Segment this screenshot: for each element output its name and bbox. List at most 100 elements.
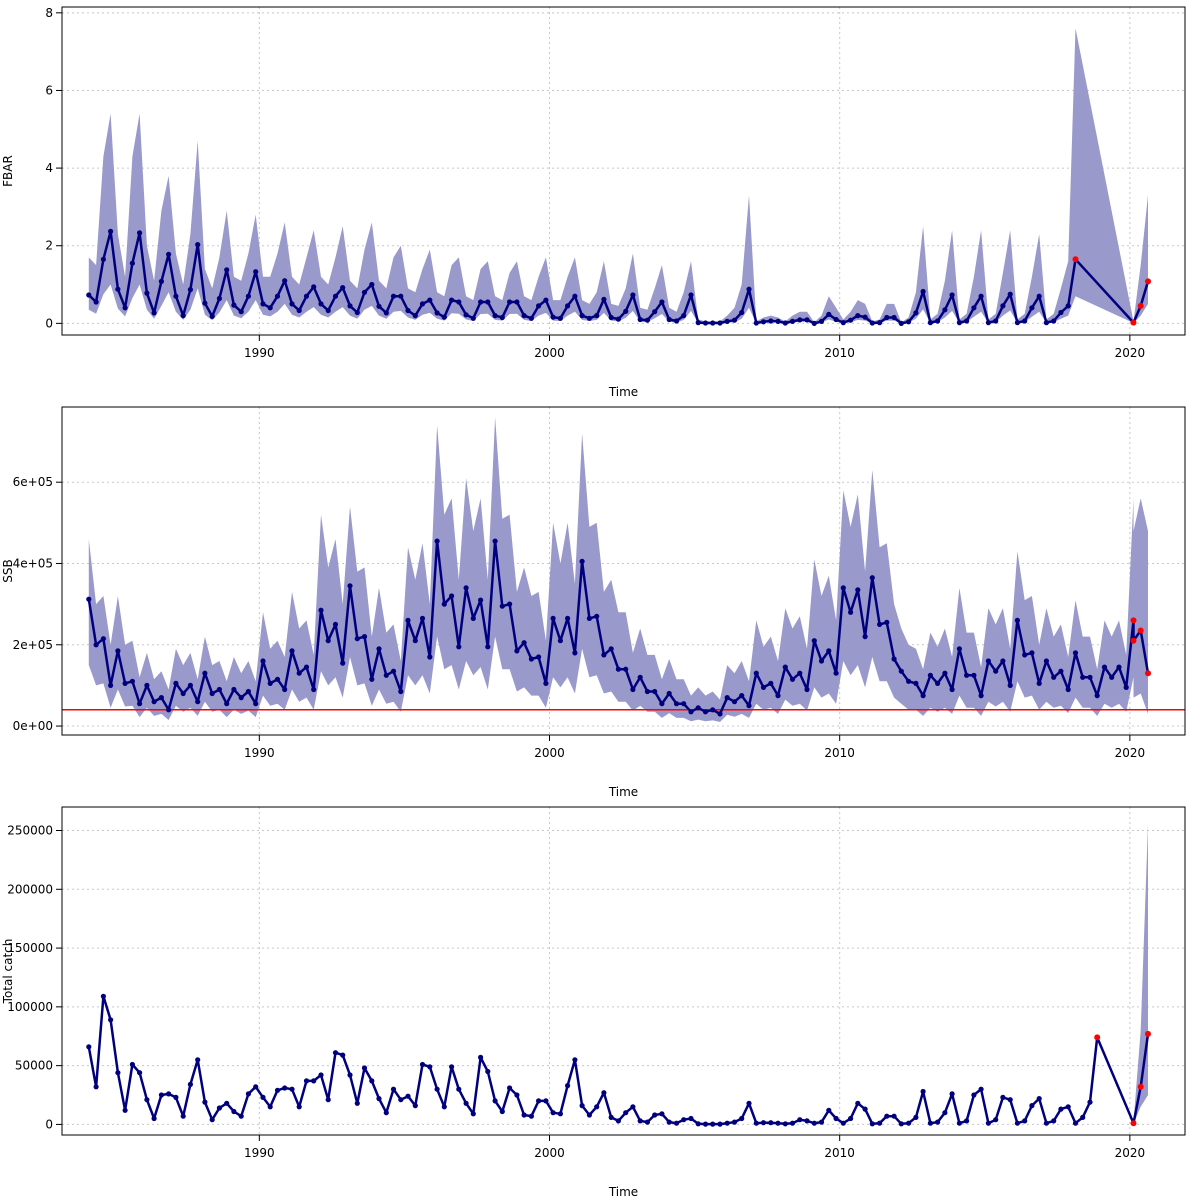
data-point <box>550 1110 556 1116</box>
data-point <box>956 320 963 326</box>
data-point <box>369 1078 375 1084</box>
data-point <box>115 1070 121 1076</box>
data-point <box>267 305 273 311</box>
data-point <box>746 286 752 292</box>
y-tick-label: 2 <box>45 239 53 253</box>
data-point <box>1043 320 1049 326</box>
data-point <box>717 1121 723 1127</box>
data-point <box>782 1121 788 1127</box>
data-point <box>688 1115 694 1122</box>
data-point <box>303 664 310 670</box>
data-point <box>543 680 549 687</box>
data-point <box>412 638 418 644</box>
data-point <box>586 1112 593 1118</box>
data-point <box>238 309 244 315</box>
data-point <box>536 1098 542 1104</box>
y-axis-title: Total catch <box>1 939 15 1005</box>
data-point <box>601 296 607 302</box>
data-point <box>964 672 970 678</box>
data-point <box>543 297 549 303</box>
data-point <box>449 1064 455 1070</box>
data-point <box>93 642 99 648</box>
data-point <box>202 1099 208 1105</box>
data-point <box>855 313 861 319</box>
forecast-point <box>1130 617 1137 624</box>
data-point <box>383 672 389 678</box>
data-point <box>884 314 890 321</box>
data-point <box>202 670 208 676</box>
x-tick-label: 1990 <box>244 1146 275 1160</box>
data-point <box>507 299 513 305</box>
data-point <box>282 1085 288 1091</box>
data-point <box>100 636 106 642</box>
data-point <box>695 1121 701 1127</box>
data-point <box>935 680 941 687</box>
data-point <box>122 680 128 687</box>
data-point <box>216 686 222 693</box>
y-axis-title: FBAR <box>1 155 15 187</box>
data-point <box>536 654 542 660</box>
data-point <box>964 318 970 324</box>
data-point <box>1080 1114 1086 1120</box>
data-point <box>340 660 346 666</box>
y-tick-label: 6e+05 <box>13 475 53 489</box>
data-point <box>282 686 288 693</box>
data-point <box>151 310 157 316</box>
data-point <box>340 285 346 291</box>
data-point <box>673 1120 680 1126</box>
data-point <box>86 596 92 602</box>
data-point <box>550 615 556 622</box>
data-point <box>209 1117 215 1123</box>
data-point <box>1036 680 1042 687</box>
x-tick-label: 1990 <box>244 346 275 360</box>
data-point <box>572 650 578 656</box>
data-point <box>303 293 310 299</box>
data-point <box>180 1113 186 1119</box>
x-tick-label: 2000 <box>534 346 565 360</box>
data-point <box>158 695 164 701</box>
data-point <box>1058 1106 1064 1112</box>
data-point <box>108 682 114 689</box>
y-tick-label: 0 <box>45 1117 53 1131</box>
data-point <box>144 1097 150 1103</box>
data-point <box>253 269 259 275</box>
data-point <box>224 701 230 707</box>
data-point <box>615 666 622 672</box>
data-point <box>1080 674 1086 680</box>
data-point <box>195 242 201 248</box>
data-point <box>637 674 643 680</box>
data-point <box>224 267 230 273</box>
data-point <box>318 607 324 613</box>
data-point <box>354 309 360 316</box>
data-point <box>913 680 919 687</box>
data-point <box>398 293 404 299</box>
data-point <box>521 1112 527 1118</box>
data-point <box>855 1100 861 1106</box>
data-point <box>971 1092 977 1098</box>
data-point <box>543 1098 549 1104</box>
data-point <box>601 1090 607 1096</box>
x-axis-title: Time <box>608 1185 638 1199</box>
data-point <box>869 1121 875 1127</box>
data-point <box>985 658 992 664</box>
data-point <box>818 658 825 664</box>
data-point <box>129 1061 135 1068</box>
data-point <box>768 318 774 324</box>
data-point <box>158 1092 164 1098</box>
y-tick-label: 4e+05 <box>13 556 53 570</box>
data-point <box>376 646 382 652</box>
data-point <box>927 320 934 326</box>
data-point <box>688 709 694 715</box>
data-point <box>1101 664 1108 670</box>
x-axis-title: Time <box>608 785 638 799</box>
data-point <box>811 1120 817 1126</box>
x-tick-label: 2000 <box>534 1146 565 1160</box>
data-point <box>419 301 426 307</box>
data-point <box>935 318 941 324</box>
data-point <box>739 693 745 699</box>
data-point <box>340 1052 346 1058</box>
data-point <box>1000 1094 1006 1100</box>
data-point <box>768 680 774 687</box>
data-point <box>144 290 150 296</box>
data-point <box>659 299 665 305</box>
